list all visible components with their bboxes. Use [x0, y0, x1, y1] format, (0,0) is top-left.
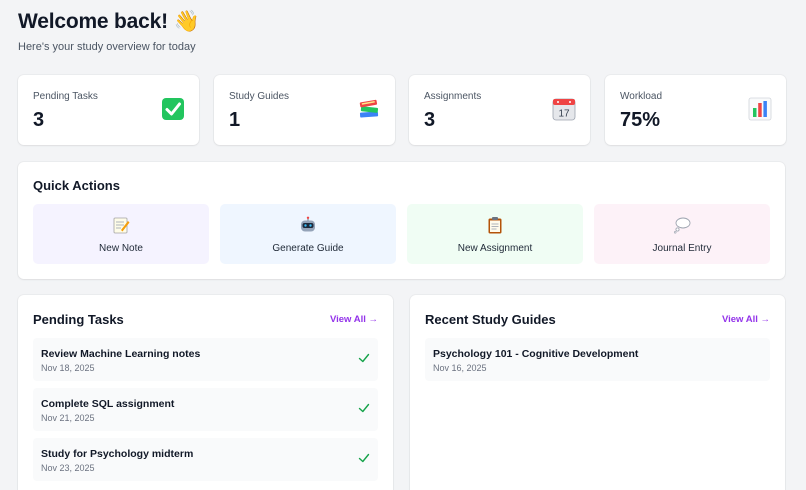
- quick-actions-card: Quick Actions New Note Generate Gu: [18, 162, 785, 279]
- task-item[interactable]: Complete SQL assignment Nov 21, 2025: [33, 388, 378, 431]
- guide-item[interactable]: Psychology 101 - Cognitive Development N…: [425, 338, 770, 381]
- task-date: Nov 23, 2025: [41, 463, 95, 473]
- bar-chart-icon: [748, 97, 772, 121]
- stat-label: Assignments: [424, 91, 482, 102]
- books-icon: [357, 97, 381, 121]
- memo-icon: [112, 216, 130, 234]
- stat-card-assignments: Assignments 3 17: [409, 75, 590, 145]
- guide-date: Nov 16, 2025: [433, 363, 487, 373]
- view-all-tasks-link[interactable]: View All →: [329, 314, 378, 325]
- stat-value: 3: [33, 109, 45, 131]
- new-assignment-button[interactable]: New Assignment: [407, 204, 583, 264]
- check-icon[interactable]: [358, 402, 370, 414]
- check-icon[interactable]: [358, 352, 370, 364]
- tile-label: Journal Entry: [652, 243, 712, 254]
- task-date: Nov 21, 2025: [41, 413, 95, 423]
- check-box-icon: [161, 97, 185, 121]
- page-title: Welcome back! 👋: [18, 10, 200, 33]
- check-icon[interactable]: [358, 452, 370, 464]
- guide-title: Psychology 101 - Cognitive Development: [433, 348, 639, 360]
- robot-icon: [299, 216, 317, 234]
- task-date: Nov 18, 2025: [41, 363, 95, 373]
- task-title: Review Machine Learning notes: [41, 348, 201, 360]
- recent-guides-title: Recent Study Guides: [425, 312, 556, 327]
- thought-bubble-icon: [673, 216, 691, 234]
- stat-label: Workload: [620, 91, 663, 102]
- stat-value: 75%: [620, 109, 661, 131]
- task-item[interactable]: Study for Psychology midterm Nov 23, 202…: [33, 438, 378, 481]
- task-title: Complete SQL assignment: [41, 398, 175, 410]
- pending-tasks-card: Pending Tasks View All → Review Machine …: [18, 295, 393, 490]
- tile-label: New Assignment: [457, 243, 533, 254]
- generate-guide-button[interactable]: Generate Guide: [220, 204, 396, 264]
- task-item[interactable]: Review Machine Learning notes Nov 18, 20…: [33, 338, 378, 381]
- stat-label: Pending Tasks: [33, 91, 98, 102]
- stat-card-pending-tasks: Pending Tasks 3: [18, 75, 199, 145]
- pending-tasks-title: Pending Tasks: [33, 312, 124, 327]
- clipboard-icon: [486, 216, 504, 234]
- calendar-day: 17: [558, 109, 570, 120]
- recent-study-guides-card: Recent Study Guides View All → Psycholog…: [410, 295, 785, 490]
- calendar-icon: 17: [552, 97, 576, 121]
- stat-value: 3: [424, 109, 436, 131]
- stat-label: Study Guides: [229, 91, 290, 102]
- task-title: Study for Psychology midterm: [41, 448, 194, 460]
- stat-card-study-guides: Study Guides 1: [214, 75, 395, 145]
- tile-label: New Note: [99, 243, 143, 254]
- stat-value: 1: [229, 109, 241, 131]
- view-all-guides-link[interactable]: View All →: [721, 314, 770, 325]
- quick-actions-title: Quick Actions: [33, 178, 120, 193]
- new-note-button[interactable]: New Note: [33, 204, 209, 264]
- page-subtitle: Here's your study overview for today: [18, 41, 196, 53]
- journal-entry-button[interactable]: Journal Entry: [594, 204, 770, 264]
- tile-label: Generate Guide: [272, 243, 344, 254]
- stat-card-workload: Workload 75%: [605, 75, 786, 145]
